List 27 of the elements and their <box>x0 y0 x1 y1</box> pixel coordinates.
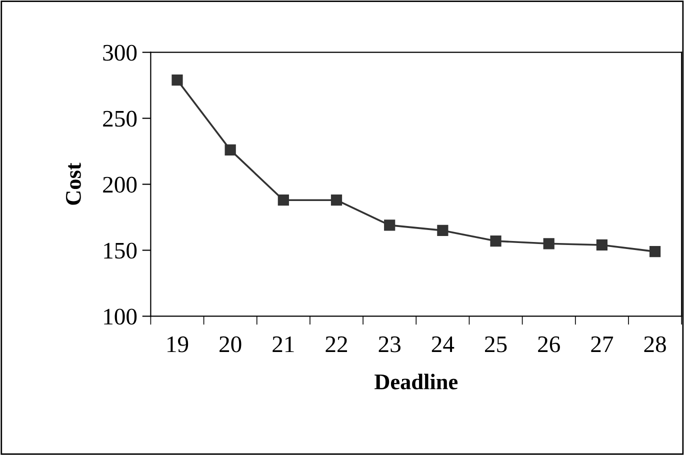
point <box>224 144 236 156</box>
point <box>490 235 502 247</box>
x-tick-label: 19 <box>168 336 188 352</box>
x-tick-label: 20 <box>220 336 242 352</box>
x-tick-label: 23 <box>378 336 400 352</box>
point <box>330 194 342 206</box>
x-tick-label: 21 <box>272 336 294 352</box>
y-tick-label: 200 <box>103 176 137 193</box>
y-tick-label: 250 <box>103 110 137 127</box>
point <box>278 194 289 206</box>
x-tick-label: 25 <box>485 336 507 352</box>
y-tick-label: 300 <box>103 44 137 61</box>
point <box>172 74 183 86</box>
point <box>649 246 661 258</box>
x-tick-label: 26 <box>538 336 560 352</box>
x-axis-title: Deadline <box>374 374 458 390</box>
point <box>437 224 448 236</box>
y-axis-title: Cost <box>66 162 81 205</box>
x-tick-label: 22 <box>326 336 348 352</box>
x-tick-label: 24 <box>432 336 454 352</box>
y-tick-label: 150 <box>104 242 137 259</box>
y-tick-label: 100 <box>104 308 137 325</box>
point <box>543 238 554 250</box>
point <box>596 239 608 251</box>
x-tick-label: 28 <box>644 336 666 352</box>
point <box>384 220 396 231</box>
x-tick-label: 27 <box>591 336 614 352</box>
